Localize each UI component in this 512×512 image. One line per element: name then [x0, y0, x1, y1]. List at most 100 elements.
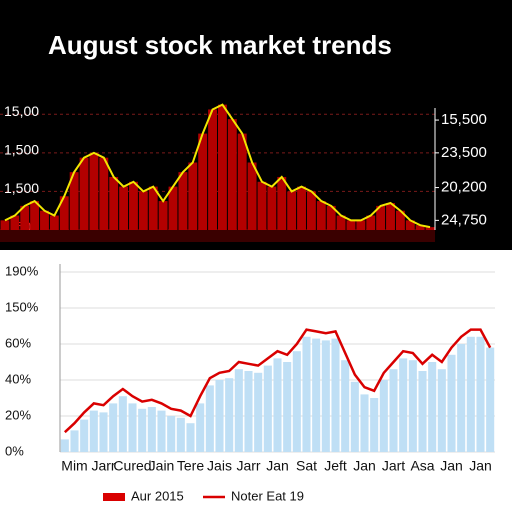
bar: [476, 336, 485, 452]
x-tick-label: Jain: [149, 458, 175, 474]
bar: [379, 380, 388, 452]
bar: [486, 347, 495, 452]
bar: [244, 371, 253, 452]
bar: [70, 430, 79, 452]
bar: [466, 336, 475, 452]
y-tick-label: 0%: [5, 443, 24, 458]
bar: [10, 215, 20, 230]
bar: [99, 157, 109, 230]
bar: [447, 354, 456, 452]
bar: [59, 196, 69, 230]
bar: [0, 220, 10, 230]
y-tick-label: 60%: [5, 335, 31, 350]
bar: [69, 172, 79, 230]
bar: [138, 191, 148, 230]
x-tick-label: Jan: [266, 458, 289, 474]
bar: [408, 360, 417, 452]
bar: [386, 203, 395, 230]
bar: [312, 338, 321, 452]
bar: [196, 403, 205, 452]
bar: [428, 362, 437, 452]
bar: [321, 340, 330, 452]
bar: [30, 201, 40, 230]
bar: [405, 220, 415, 230]
bar: [356, 220, 366, 230]
x-tick-label: Sat: [296, 458, 317, 474]
bar: [49, 215, 59, 230]
bar: [277, 176, 287, 230]
bar: [247, 162, 257, 230]
bar: [205, 385, 214, 452]
bar: [346, 220, 356, 230]
bar: [215, 380, 224, 452]
bar: [157, 410, 166, 452]
bar: [109, 176, 119, 230]
bar: [370, 398, 379, 452]
outline-line: [4, 103, 431, 229]
bar: [326, 205, 336, 230]
bar: [273, 358, 282, 452]
bar: [208, 109, 217, 230]
x-tick-label: Jan: [353, 458, 376, 474]
bar: [119, 186, 129, 230]
x-tick-label: Jan: [440, 458, 463, 474]
bar: [302, 336, 311, 452]
bar: [109, 403, 118, 452]
x-tick-label: Jart: [382, 458, 405, 474]
bar: [257, 181, 267, 230]
bar: [168, 186, 178, 230]
x-tick-label: Jais: [207, 458, 232, 474]
legend-swatch: [103, 493, 125, 501]
bar: [178, 172, 188, 230]
bar: [89, 410, 98, 452]
line: [63, 328, 492, 434]
y-tick-label: 190%: [5, 263, 39, 278]
bar: [80, 419, 89, 452]
bar: [425, 227, 435, 230]
bar: [129, 181, 138, 230]
bar: [292, 351, 301, 452]
y2-tick-label: 15,500: [441, 111, 487, 128]
bar: [297, 186, 306, 230]
bar: [227, 119, 237, 230]
bar: [234, 369, 243, 452]
legend-label: Noter Eat 19: [231, 488, 304, 503]
bar: [40, 210, 49, 230]
x-tick-label: Jeft: [324, 458, 347, 474]
bar: [376, 205, 386, 230]
x-tick-label: Jarr: [91, 458, 115, 474]
reflection: [0, 230, 435, 242]
bar: [176, 417, 185, 452]
bar: [306, 191, 316, 230]
bar: [167, 416, 176, 452]
bar: [341, 360, 350, 452]
bar: [89, 152, 99, 230]
bar: [147, 407, 156, 452]
y2-tick-label: 20,200: [441, 179, 487, 196]
bar: [283, 362, 292, 452]
bar: [99, 412, 108, 452]
bar: [225, 378, 234, 452]
bar: [336, 215, 346, 230]
y-tick-label: 40%: [5, 371, 31, 386]
y-tick-label: 1,500: [4, 180, 39, 196]
bar: [148, 186, 158, 230]
bar: [118, 396, 127, 452]
bar: [395, 210, 405, 230]
y2-tick-label: 23,500: [441, 144, 487, 161]
bar: [158, 201, 168, 230]
bar: [237, 133, 247, 230]
bar: [418, 371, 427, 452]
bar: [128, 403, 137, 452]
x-tick-label: Cured: [113, 458, 151, 474]
x-tick-label: Tere: [177, 458, 204, 474]
bar: [138, 408, 147, 452]
bar: [457, 344, 466, 452]
x-tick-label: Jan: [469, 458, 492, 474]
bar: [188, 162, 198, 230]
bar: [287, 191, 297, 230]
bar: [350, 381, 359, 452]
legend-label: Aur 2015: [131, 488, 184, 503]
bar: [263, 365, 272, 452]
